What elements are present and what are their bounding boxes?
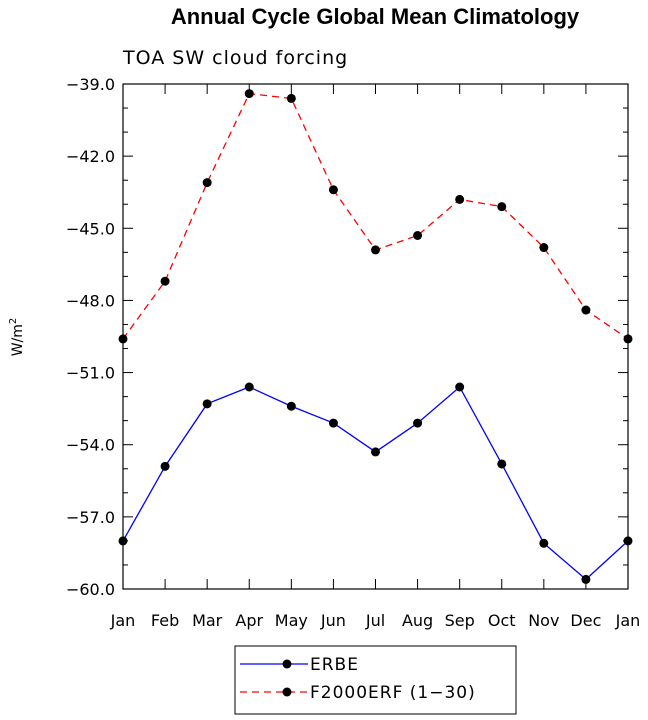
- legend-marker-erbe: [283, 660, 292, 669]
- x-tick-label: Jun: [320, 611, 346, 630]
- x-tick-label: Feb: [151, 611, 179, 630]
- data-point-f2000erf-1-30: [329, 185, 338, 194]
- legend: ERBE F2000ERF (1−30): [235, 646, 516, 714]
- x-tick-label: Aug: [402, 611, 433, 630]
- series-line-f2000erf-1-30: [123, 94, 628, 339]
- plot-frame: [123, 84, 628, 589]
- data-point-erbe: [581, 575, 590, 584]
- data-point-f2000erf-1-30: [287, 94, 296, 103]
- legend-box: [235, 646, 516, 714]
- legend-marker-f2000erf: [283, 688, 292, 697]
- chart-title: Annual Cycle Global Mean Climatology: [171, 4, 580, 29]
- x-tick-label: Dec: [570, 611, 601, 630]
- y-tick-label: −39.0: [66, 75, 115, 94]
- data-point-erbe: [413, 419, 422, 428]
- data-point-erbe: [203, 399, 212, 408]
- x-tick-label: Jan: [110, 611, 136, 630]
- data-point-f2000erf-1-30: [581, 306, 590, 315]
- y-tick-label: −45.0: [66, 219, 115, 238]
- x-tick-label: Sep: [445, 611, 475, 630]
- y-tick-label: −60.0: [66, 580, 115, 599]
- x-tick-label: May: [275, 611, 308, 630]
- y-tick-label: −42.0: [66, 147, 115, 166]
- data-point-f2000erf-1-30: [371, 245, 380, 254]
- data-point-f2000erf-1-30: [413, 231, 422, 240]
- x-tick-label: Jul: [365, 611, 385, 630]
- data-point-f2000erf-1-30: [161, 277, 170, 286]
- data-point-erbe: [539, 539, 548, 548]
- y-tick-label: −57.0: [66, 508, 115, 527]
- data-point-erbe: [329, 419, 338, 428]
- series-line-erbe: [123, 387, 628, 579]
- data-point-f2000erf-1-30: [539, 243, 548, 252]
- data-point-erbe: [161, 462, 170, 471]
- data-point-f2000erf-1-30: [497, 202, 506, 211]
- x-tick-label: Apr: [235, 611, 263, 630]
- x-tick-label: Oct: [488, 611, 516, 630]
- x-tick-label: Mar: [192, 611, 223, 630]
- x-tick-label: Jan: [615, 611, 641, 630]
- data-point-f2000erf-1-30: [455, 195, 464, 204]
- y-tick-label: −51.0: [66, 364, 115, 383]
- y-axis-label: W/m2: [8, 318, 26, 357]
- data-point-erbe: [245, 383, 254, 392]
- chart-canvas: Annual Cycle Global Mean Climatology TOA…: [0, 0, 648, 720]
- data-point-erbe: [497, 459, 506, 468]
- legend-label-f2000erf: F2000ERF (1−30): [310, 683, 476, 703]
- y-tick-label: −48.0: [66, 291, 115, 310]
- data-point-erbe: [455, 383, 464, 392]
- x-tick-label: Nov: [528, 611, 559, 630]
- chart-subtitle: TOA SW cloud forcing: [122, 47, 348, 69]
- legend-label-erbe: ERBE: [310, 655, 359, 675]
- y-tick-label: −54.0: [66, 436, 115, 455]
- data-point-f2000erf-1-30: [203, 178, 212, 187]
- data-point-erbe: [371, 447, 380, 456]
- data-point-erbe: [287, 402, 296, 411]
- data-point-f2000erf-1-30: [245, 89, 254, 98]
